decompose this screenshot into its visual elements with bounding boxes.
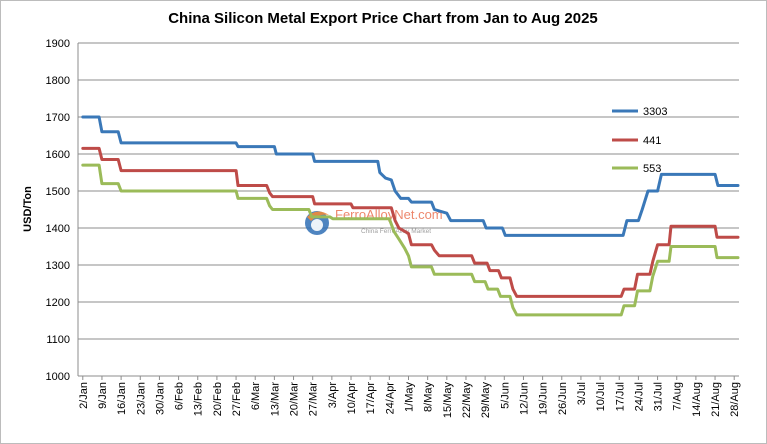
x-tick-label: 9/Jan (97, 382, 109, 409)
x-tick-label: 28/Aug (729, 382, 741, 417)
x-tick-label: 10/Apr (346, 382, 358, 415)
series-lines (81, 115, 740, 317)
x-tick-label: 3/Apr (327, 382, 339, 409)
y-tick-label: 1500 (46, 186, 70, 198)
x-tick-label: 22/May (461, 382, 473, 419)
legend-label-3303: 3303 (643, 106, 667, 118)
x-tick-label: 6/Feb (174, 382, 186, 410)
x-tick-label: 6/Mar (250, 382, 262, 410)
x-tick-labels: 2/Jan 9/Jan 16/Jan 23/Jan 30/Jan 6/Feb 13/Feb 2… (78, 376, 741, 418)
y-axis-label: USD/Ton (22, 186, 34, 232)
x-tick-label: 14/Aug (691, 382, 703, 417)
x-tick-label: 31/Jul (653, 382, 665, 411)
y-tick-label: 1200 (46, 297, 70, 309)
x-tick-label: 20/Feb (212, 382, 224, 416)
x-tick-label: 2/Jan (78, 382, 90, 409)
watermark: FerroAlloyNet.com China FerroAlloy Marke… (305, 207, 443, 235)
y-tick-label: 1000 (46, 371, 70, 383)
x-tick-label: 13/Feb (193, 382, 205, 416)
chart-title: China Silicon Metal Export Price Chart f… (168, 10, 598, 27)
y-tick-label: 1800 (46, 75, 70, 87)
x-tick-label: 8/May (423, 382, 435, 412)
y-tick-labels: 1000 1100 1200 1300 1400 1500 1600 1700 1800 1900 (46, 38, 70, 383)
x-tick-label: 7/Aug (672, 382, 684, 411)
y-tick-label: 1600 (46, 149, 70, 161)
legend-label-441: 441 (643, 135, 661, 147)
x-tick-label: 24/Jul (633, 382, 645, 411)
y-tick-label: 1400 (46, 223, 70, 235)
x-tick-label: 13/Mar (269, 382, 281, 417)
x-tick-label: 26/Jun (557, 382, 569, 415)
x-tick-label: 1/May (404, 382, 416, 412)
x-tick-label: 19/Jun (538, 382, 550, 415)
x-tick-label: 5/Jun (499, 382, 511, 409)
x-tick-label: 24/Apr (384, 382, 396, 415)
y-tick-label: 1300 (46, 260, 70, 272)
series-line-3303 (81, 115, 740, 237)
y-tick-label: 1700 (46, 112, 70, 124)
x-tick-label: 21/Aug (710, 382, 722, 417)
x-tick-label: 29/May (480, 382, 492, 419)
x-tick-label: 10/Jul (595, 382, 607, 411)
series-line-441 (81, 146, 740, 298)
x-tick-label: 27/Mar (308, 382, 320, 417)
y-tick-label: 1100 (46, 334, 70, 346)
watermark-subtext: China FerroAlloy Market (361, 228, 431, 235)
legend: 3303 441 553 (612, 106, 667, 175)
x-tick-label: 27/Feb (231, 382, 243, 416)
x-tick-label: 20/Mar (289, 382, 301, 417)
watermark-logo-icon (305, 211, 329, 235)
x-tick-label: 16/Jan (116, 382, 128, 415)
x-tick-label: 15/May (442, 382, 454, 419)
x-tick-label: 12/Jun (518, 382, 530, 415)
series-line-553 (81, 163, 740, 317)
y-tick-label: 1900 (46, 38, 70, 50)
legend-label-553: 553 (643, 163, 661, 175)
x-tick-label: 3/Jul (576, 382, 588, 405)
x-tick-label: 17/Jul (614, 382, 626, 411)
x-tick-label: 30/Jan (154, 382, 166, 415)
x-tick-label: 23/Jan (135, 382, 147, 415)
x-tick-label: 17/Apr (365, 382, 377, 415)
